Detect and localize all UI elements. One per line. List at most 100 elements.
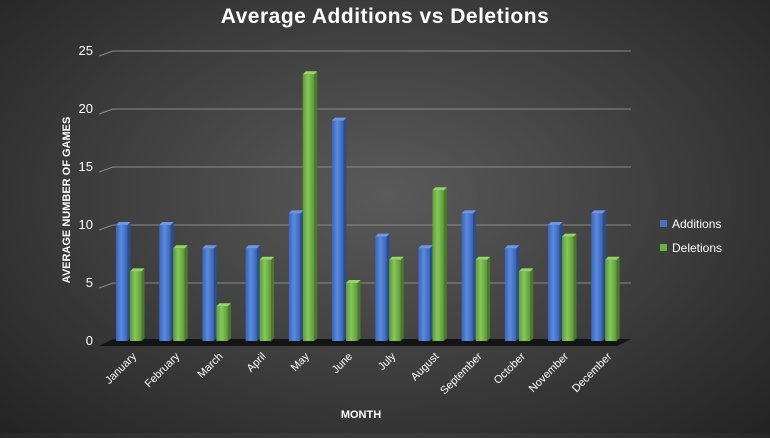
bar-deletions-july bbox=[389, 256, 404, 341]
bar-face bbox=[332, 120, 344, 341]
x-tick-label: April bbox=[245, 351, 269, 375]
bar-deletions-january bbox=[130, 268, 145, 341]
bar-additions-december bbox=[591, 210, 606, 341]
bar-side bbox=[559, 222, 563, 341]
bar-side bbox=[429, 245, 433, 341]
bar-top bbox=[173, 245, 188, 249]
bar-face bbox=[562, 236, 574, 341]
bar-side bbox=[343, 117, 347, 341]
x-tick-label: January bbox=[103, 350, 140, 387]
bar-face bbox=[375, 236, 387, 341]
bar-side bbox=[184, 245, 188, 341]
bar-side bbox=[227, 303, 231, 341]
bar-top bbox=[475, 256, 491, 260]
bar-additions-august bbox=[418, 245, 433, 341]
gridline-depth bbox=[98, 50, 114, 57]
bar-side bbox=[573, 233, 577, 341]
bar-side bbox=[516, 245, 520, 341]
bar-side bbox=[213, 245, 217, 341]
bar-deletions-june bbox=[346, 280, 361, 341]
chart-title: Average Additions vs Deletions bbox=[221, 5, 550, 28]
bar-face bbox=[302, 74, 315, 341]
bar-deletions-may bbox=[302, 71, 318, 341]
bar-face bbox=[130, 271, 142, 341]
bar-side bbox=[616, 256, 620, 341]
bar-top bbox=[375, 233, 390, 237]
bar-top bbox=[346, 280, 361, 283]
floor-plane bbox=[99, 339, 631, 346]
bar-face bbox=[346, 283, 358, 341]
bar-top bbox=[332, 117, 347, 121]
y-axis-ticks: 0 5 10 15 20 25 bbox=[79, 43, 93, 348]
bar-additions-may bbox=[288, 210, 304, 341]
bar-top bbox=[302, 71, 318, 75]
bars bbox=[116, 71, 620, 341]
bar-deletions-february bbox=[173, 245, 188, 341]
x-tick-label: June bbox=[330, 351, 355, 376]
bar-side bbox=[141, 268, 145, 341]
bar-top bbox=[259, 256, 275, 260]
gridline-depth bbox=[98, 166, 114, 173]
bar-side bbox=[314, 71, 318, 341]
gridline-depth bbox=[98, 108, 114, 115]
bar-side bbox=[271, 256, 275, 341]
x-tick-label: May bbox=[289, 350, 313, 374]
y-tick-label: 15 bbox=[79, 159, 93, 174]
gridline-depth bbox=[98, 282, 114, 289]
bar-additions-june bbox=[332, 117, 347, 341]
bar-top bbox=[202, 245, 217, 249]
bar-side bbox=[530, 268, 534, 341]
bar-top bbox=[389, 256, 404, 260]
y-tick-label: 0 bbox=[86, 333, 93, 348]
bar-face bbox=[173, 248, 185, 341]
bar-top bbox=[605, 256, 620, 260]
bar-top bbox=[461, 210, 477, 214]
y-axis-label: AVERAGE NUMBER OF GAMES bbox=[61, 117, 73, 284]
bar-face bbox=[461, 213, 474, 341]
bar-face bbox=[202, 248, 214, 341]
bar-additions-march bbox=[202, 245, 217, 341]
bar-deletions-november bbox=[562, 233, 577, 341]
bar-top bbox=[518, 268, 534, 272]
x-tick-label: October bbox=[492, 350, 528, 386]
bar-side bbox=[602, 210, 606, 341]
bar-face bbox=[548, 225, 560, 341]
x-tick-label: November bbox=[527, 350, 572, 395]
bar-top bbox=[591, 210, 606, 214]
bar-face bbox=[159, 225, 171, 341]
bar-deletions-march bbox=[216, 303, 231, 341]
bar-additions-february bbox=[159, 222, 174, 341]
bar-face bbox=[288, 213, 301, 341]
y-tick-label: 10 bbox=[79, 217, 93, 232]
bar-face bbox=[432, 190, 444, 341]
x-tick-label: September bbox=[438, 350, 485, 397]
bar-deletions-april bbox=[259, 256, 275, 341]
bar-top bbox=[130, 268, 145, 272]
bar-top bbox=[432, 187, 447, 191]
bar-face bbox=[418, 248, 430, 341]
bar-side bbox=[170, 222, 174, 341]
y-tick-label: 5 bbox=[86, 275, 93, 290]
bar-side bbox=[257, 245, 261, 341]
legend-label-deletions: Deletions bbox=[672, 241, 722, 255]
bar-face bbox=[389, 259, 401, 341]
bar-top bbox=[418, 245, 433, 249]
bar-face bbox=[605, 259, 617, 341]
bar-top bbox=[116, 222, 131, 225]
bar-face bbox=[245, 248, 258, 341]
legend: Additions Deletions bbox=[660, 217, 722, 255]
bar-top bbox=[159, 222, 174, 225]
bar-additions-november bbox=[548, 222, 563, 341]
bar-side bbox=[386, 233, 390, 341]
bar-deletions-december bbox=[605, 256, 620, 341]
bar-additions-april bbox=[245, 245, 261, 341]
legend-swatch-additions bbox=[660, 220, 667, 227]
x-tick-label: August bbox=[409, 351, 442, 384]
bar-top bbox=[504, 245, 520, 249]
bar-top bbox=[548, 222, 563, 225]
x-tick-label: December bbox=[570, 350, 615, 395]
x-tick-label: March bbox=[195, 351, 225, 381]
x-tick-label: July bbox=[376, 350, 399, 373]
